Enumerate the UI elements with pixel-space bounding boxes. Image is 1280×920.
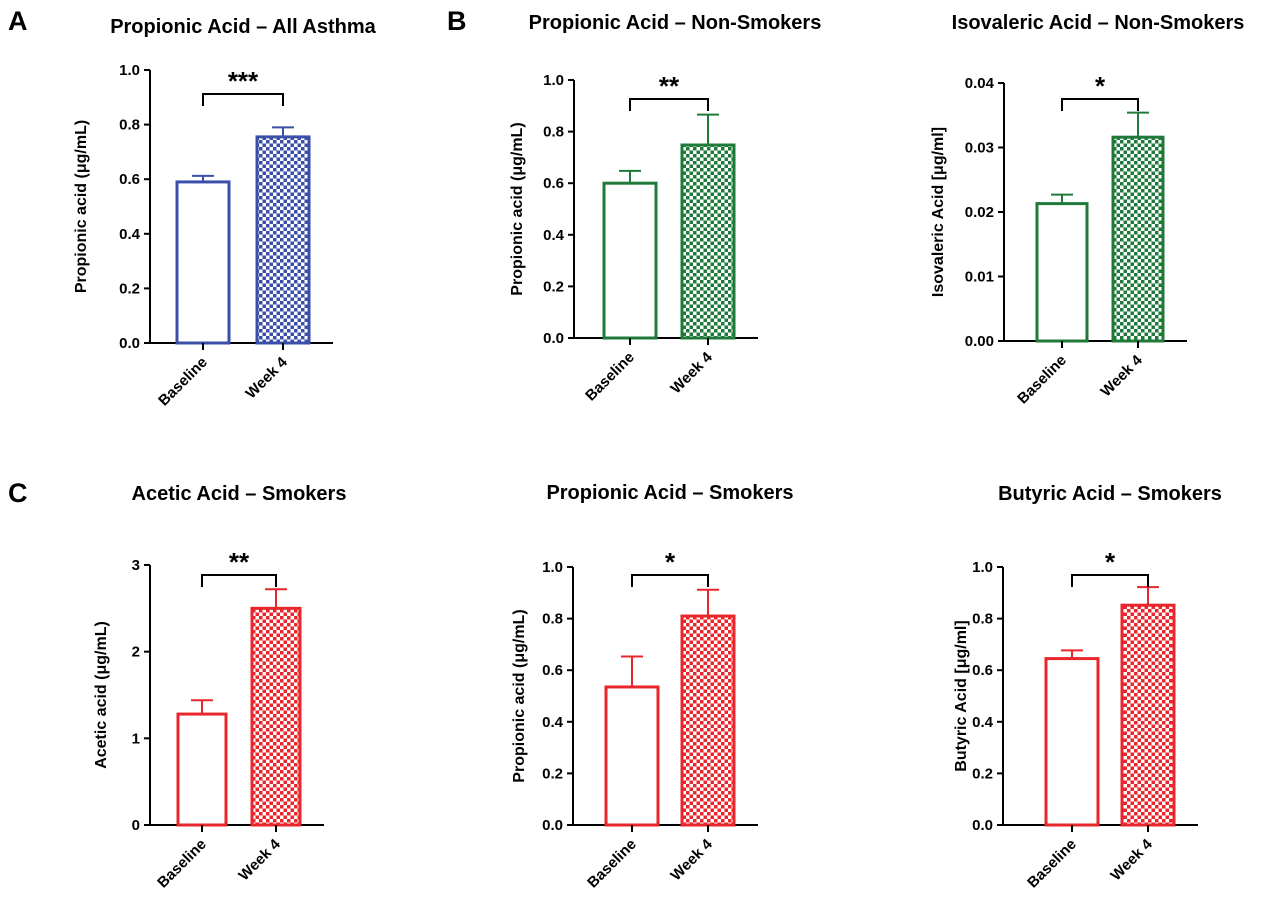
significance-label: *: [1105, 547, 1116, 577]
y-tick-label: 0.8: [119, 117, 140, 134]
chart-title: Acetic Acid – Smokers: [132, 483, 347, 505]
bar-week-4: [1111, 135, 1165, 343]
significance-label: **: [659, 71, 680, 101]
y-axis-label: Acetic acid (μg/mL): [93, 621, 110, 769]
y-tick-label: 1.0: [972, 559, 993, 576]
chart-title: Propionic Acid – Smokers: [546, 482, 793, 504]
chart-3: Isovaleric Acid – Non-Smokers Isovaleric …: [930, 12, 1244, 407]
y-tick-label: 0.0: [119, 335, 140, 352]
y-tick-label: 1.0: [542, 559, 563, 576]
y-axis-label: Isovaleric Acid [μg/ml]: [930, 127, 947, 297]
y-tick-label: 0.2: [543, 278, 564, 295]
significance-bracket: [629, 98, 709, 111]
y-tick-label: 0.8: [542, 611, 563, 628]
y-tick-label: 0.6: [542, 662, 563, 679]
x-tick-label: Week 4: [235, 835, 284, 884]
panel-letter-c: C: [8, 478, 28, 508]
panel-letter-b: B: [447, 6, 467, 36]
bar-week-4: [255, 135, 311, 345]
y-tick-label: 0.0: [542, 817, 563, 834]
y-tick-label: 2: [132, 644, 140, 661]
chart-title: Butyric Acid – Smokers: [998, 483, 1222, 505]
y-tick-label: 0: [132, 817, 140, 834]
x-tick-label: Week 4: [242, 353, 291, 402]
significance-bracket: [202, 93, 284, 106]
y-tick-label: 1: [132, 730, 140, 747]
chart-1: Propionic Acid – All Asthma Propionic aci…: [73, 16, 377, 409]
chart-title: Propionic Acid – All Asthma: [110, 16, 376, 38]
bar-week-4: [680, 143, 736, 340]
bar-baseline: [176, 712, 228, 827]
y-axis-label: Butyric Acid [μg/ml]: [953, 620, 970, 771]
y-tick-label: 0.02: [965, 204, 994, 221]
y-tick-label: 0.0: [543, 330, 564, 347]
y-tick-label: 0.4: [972, 714, 994, 731]
charts-container: Propionic Acid – All Asthma Propionic aci…: [73, 12, 1244, 891]
x-tick-label: Baseline: [1014, 352, 1070, 408]
chart-6: Butyric Acid – Smokers Butyric Acid [μg/m…: [953, 483, 1222, 891]
y-tick-label: 0.01: [965, 269, 994, 286]
y-tick-label: 0.4: [542, 714, 564, 731]
significance-label: ***: [228, 66, 259, 96]
y-tick-label: 0.6: [119, 171, 140, 188]
x-tick-label: Baseline: [582, 349, 638, 405]
chart-2: Propionic Acid – Non-Smokers Propionic ac…: [509, 12, 821, 404]
bar-week-4: [1120, 603, 1176, 827]
significance-label: *: [1095, 71, 1106, 101]
y-tick-label: 0.2: [542, 765, 563, 782]
y-tick-label: 0.00: [965, 333, 994, 350]
y-axis-label: Propionic acid (μg/mL): [511, 609, 528, 782]
y-axis-label: Propionic acid (μg/mL): [509, 122, 526, 295]
bar-baseline: [1044, 657, 1100, 827]
y-tick-label: 0.4: [543, 227, 565, 244]
chart-title: Propionic Acid – Non-Smokers: [529, 12, 822, 34]
significance-bracket: [1061, 98, 1139, 111]
bar-baseline: [1035, 202, 1089, 343]
x-tick-label: Baseline: [154, 836, 210, 892]
bar-baseline: [604, 685, 660, 827]
x-tick-label: Week 4: [667, 348, 716, 397]
y-tick-label: 0.0: [972, 817, 993, 834]
x-tick-label: Week 4: [1107, 835, 1156, 884]
y-tick-label: 0.6: [972, 662, 993, 679]
bar-week-4: [250, 606, 302, 827]
y-tick-label: 1.0: [543, 72, 564, 89]
significance-bracket: [1071, 574, 1149, 587]
chart-5: Propionic Acid – Smokers Propionic acid (…: [511, 482, 794, 891]
chart-title: Isovaleric Acid – Non-Smokers: [952, 12, 1245, 34]
bar-baseline: [602, 181, 658, 340]
significance-bracket: [631, 574, 709, 587]
y-tick-label: 1.0: [119, 62, 140, 79]
y-axis-label: Propionic acid (μg/mL): [73, 120, 90, 293]
y-tick-label: 0.4: [119, 226, 141, 243]
significance-label: *: [665, 547, 676, 577]
y-tick-label: 0.8: [543, 124, 564, 141]
significance-bracket: [201, 574, 277, 587]
y-tick-label: 0.03: [965, 140, 994, 157]
y-tick-label: 0.8: [972, 611, 993, 628]
y-tick-label: 0.2: [119, 280, 140, 297]
y-tick-label: 0.04: [965, 75, 995, 92]
y-tick-label: 0.2: [972, 765, 993, 782]
panel-letter-a: A: [8, 6, 28, 36]
bar-week-4: [680, 614, 736, 827]
significance-label: **: [229, 547, 250, 577]
x-tick-label: Week 4: [667, 835, 716, 884]
x-tick-label: Baseline: [584, 836, 640, 892]
x-tick-label: Week 4: [1097, 351, 1146, 400]
y-tick-label: 3: [132, 557, 140, 574]
x-tick-label: Baseline: [1024, 836, 1080, 892]
bar-baseline: [175, 180, 231, 345]
x-tick-label: Baseline: [155, 354, 211, 410]
y-tick-label: 0.6: [543, 175, 564, 192]
chart-4: Acetic Acid – Smokers Acetic acid (μg/mL)…: [93, 483, 346, 891]
